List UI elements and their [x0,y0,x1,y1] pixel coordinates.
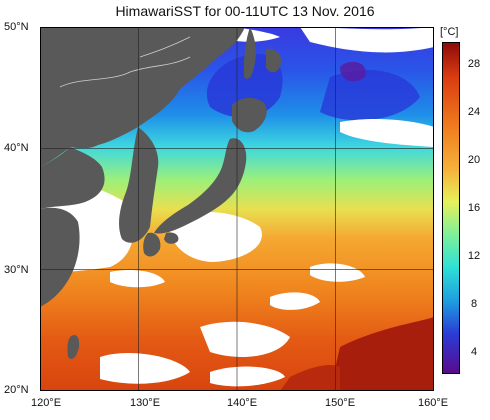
lon-label-160e: 160°E [417,397,449,409]
lon-label-120e: 120°E [30,397,62,409]
colorbar [442,42,460,374]
cold-water-patch [340,61,366,82]
kuril-region [266,48,282,73]
shikoku-island [164,232,179,244]
lon-label-140e: 140°E [226,397,258,409]
colorbar-tick-4: 4 [470,346,478,358]
colorbar-tick-12: 12 [467,250,481,262]
sakhalin-island [243,27,256,79]
colorbar-tick-8: 8 [470,298,478,310]
kyushu-island [143,232,161,257]
warm-water-patch [330,317,434,391]
lat-label-30n: 30°N [4,264,29,276]
graticule [40,27,434,391]
sst-map [40,27,434,391]
colorbar-tick-20: 20 [467,154,481,166]
china-coast [40,147,105,209]
warm-water-patch [280,365,340,391]
lat-label-40n: 40°N [4,142,29,154]
river-line [139,36,191,58]
cold-water-patch [320,69,420,121]
china-east [40,207,80,307]
colorbar-tick-24: 24 [467,106,481,118]
asia-mainland [40,27,245,167]
hokkaido-island [232,97,267,133]
lon-label-150e: 150°E [324,397,356,409]
lon-label-130e: 130°E [129,397,161,409]
colorbar-tick-28: 28 [467,58,481,70]
lat-label-20n: 20°N [4,384,29,396]
cold-water-patch [206,53,283,118]
river-line [59,56,191,88]
map-title: HimawariSST for 00-11UTC 13 Nov. 2016 [115,3,375,19]
lat-label-50n: 50°N [4,21,29,33]
taiwan-island [67,335,80,359]
colorbar-unit: [°C] [440,26,459,38]
colorbar-tick-16: 16 [467,202,481,214]
